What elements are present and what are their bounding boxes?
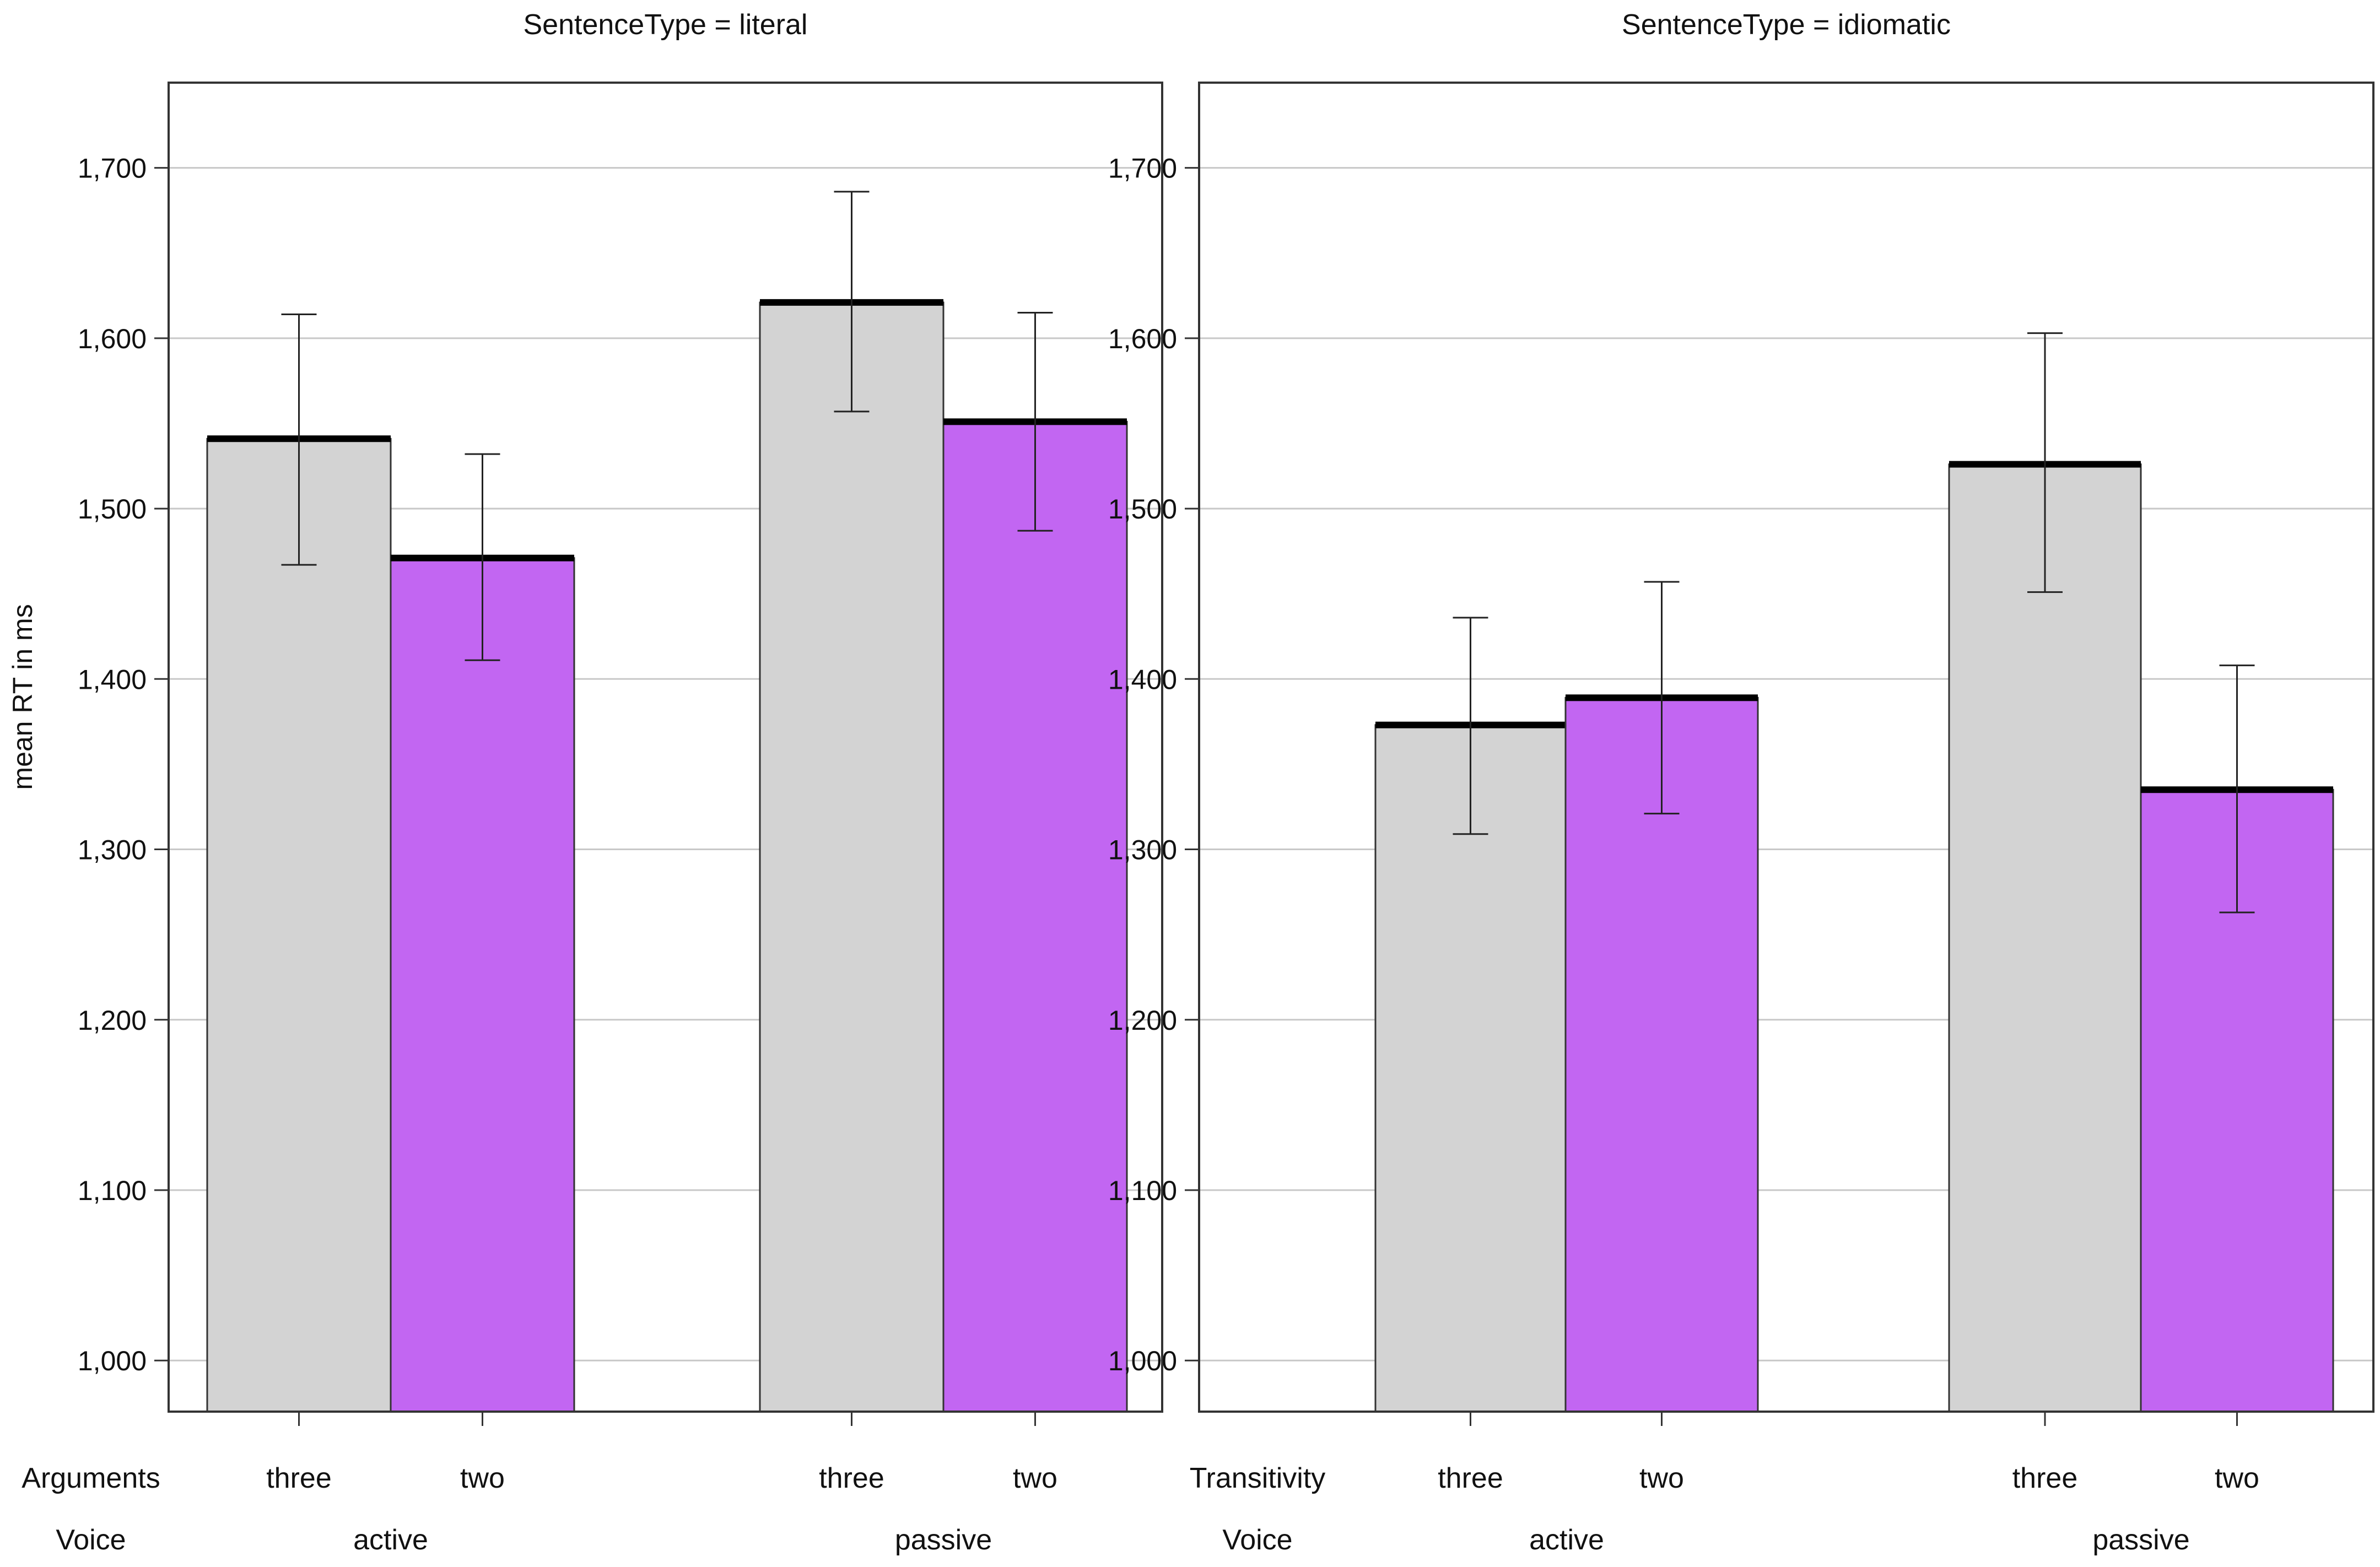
factor-label: Voice xyxy=(56,1524,126,1556)
bar-passive-two xyxy=(942,420,1128,1413)
bar-passive-three xyxy=(759,301,945,1413)
panel-title: SentenceType = idiomatic xyxy=(1622,9,1951,41)
plot-frame xyxy=(168,82,1163,1413)
y-axis-label: mean RT in ms xyxy=(7,604,38,790)
group-label: active xyxy=(353,1524,428,1556)
x-tick-label: three xyxy=(1438,1462,1503,1494)
y-tick-label: 1,000 xyxy=(78,1346,147,1376)
plot-frame xyxy=(1198,82,2374,1413)
y-tick-label: 1,200 xyxy=(1108,1005,1177,1036)
bar-active-three xyxy=(206,437,392,1413)
y-tick-label: 1,400 xyxy=(78,664,147,695)
y-tick-label: 1,100 xyxy=(78,1175,147,1206)
y-tick-label: 1,300 xyxy=(1108,835,1177,866)
y-tick-label: 1,500 xyxy=(78,494,147,525)
x-tick-label: three xyxy=(266,1462,332,1494)
y-tick-label: 1,600 xyxy=(1108,323,1177,354)
y-tick-label: 1,000 xyxy=(1108,1346,1177,1376)
x-tick-label: two xyxy=(1639,1462,1684,1494)
y-tick-label: 1,200 xyxy=(78,1005,147,1036)
panel-title: SentenceType = literal xyxy=(524,9,808,41)
bar-active-two xyxy=(390,557,575,1413)
x-tick-label: two xyxy=(460,1462,505,1494)
y-tick-label: 1,100 xyxy=(1108,1175,1177,1206)
y-tick-label: 1,600 xyxy=(78,323,147,354)
factor-label: Transitivity xyxy=(1190,1462,1326,1494)
factor-label: Arguments xyxy=(21,1462,160,1494)
group-label: passive xyxy=(2092,1524,2189,1556)
bar-active-two xyxy=(1564,696,1759,1413)
x-tick-label: two xyxy=(1013,1462,1057,1494)
x-tick-label: two xyxy=(2215,1462,2259,1494)
y-tick-label: 1,300 xyxy=(78,835,147,866)
x-tick-label: three xyxy=(819,1462,884,1494)
factor-label: Voice xyxy=(1222,1524,1292,1556)
group-label: active xyxy=(1529,1524,1604,1556)
x-tick-label: three xyxy=(2012,1462,2078,1494)
bar-passive-three xyxy=(1948,463,2142,1413)
y-tick-label: 1,400 xyxy=(1108,664,1177,695)
y-tick-label: 1,500 xyxy=(1108,494,1177,525)
y-tick-label: 1,700 xyxy=(1108,153,1177,184)
group-label: passive xyxy=(895,1524,992,1556)
panel-2: SentenceType = idiomatic three two three two… xyxy=(1108,9,2374,1556)
y-tick-label: 1,700 xyxy=(78,153,147,184)
